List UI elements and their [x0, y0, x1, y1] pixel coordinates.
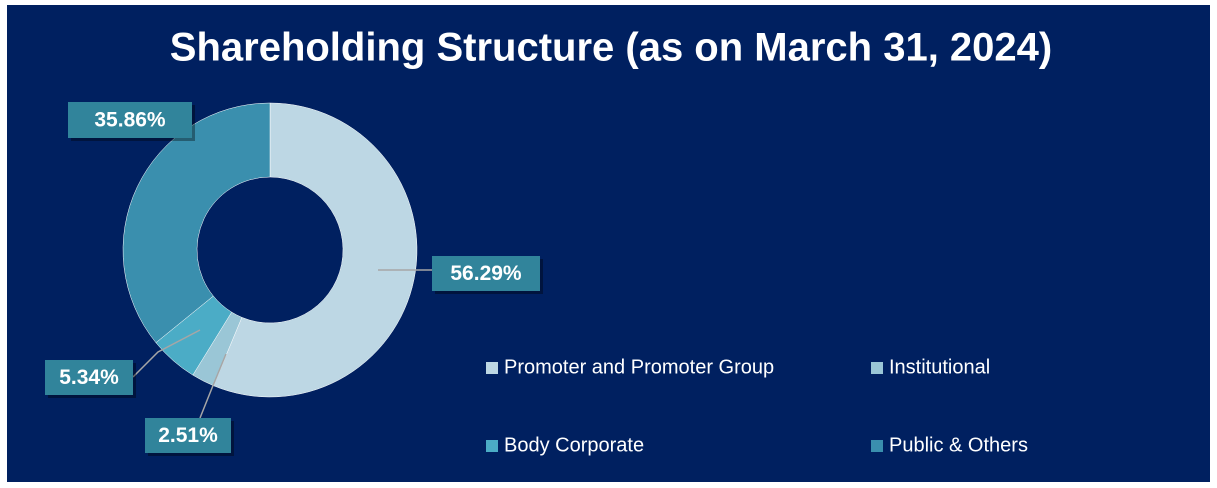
legend-label: Public & Others — [889, 434, 1028, 456]
legend-swatch — [871, 440, 883, 452]
legend-label: Institutional — [889, 356, 990, 378]
data-label: 5.34% — [59, 366, 119, 389]
legend-label: Body Corporate — [504, 434, 644, 456]
data-label: 2.51% — [158, 424, 218, 447]
legend-swatch — [486, 362, 498, 374]
label-box — [68, 102, 192, 138]
label-box — [432, 256, 540, 291]
legend-swatch — [486, 440, 498, 452]
background — [7, 5, 1210, 482]
label-box — [45, 360, 133, 395]
donut-slice — [122, 102, 271, 344]
leader-line — [132, 329, 201, 378]
legend-label: Promoter and Promoter Group — [504, 356, 774, 378]
legend-swatch — [871, 362, 883, 374]
donut-slice — [213, 102, 418, 398]
data-label: 56.29% — [450, 262, 522, 285]
data-label: 35.86% — [94, 109, 166, 132]
label-box — [145, 418, 231, 453]
leader-line — [199, 353, 227, 419]
chart-title: Shareholding Structure (as on March 31, … — [170, 26, 1052, 70]
